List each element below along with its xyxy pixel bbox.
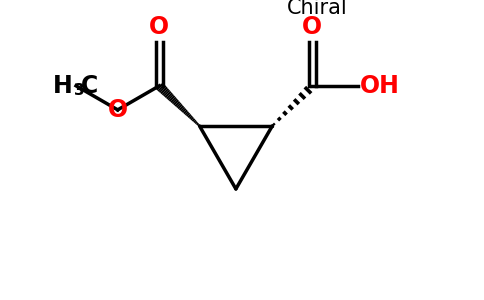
Text: O: O (149, 15, 169, 39)
Text: OH: OH (360, 74, 399, 98)
Text: C: C (81, 74, 99, 98)
Text: O: O (302, 15, 322, 39)
Text: H: H (53, 74, 73, 98)
Text: 3: 3 (75, 83, 85, 98)
Text: Chiral: Chiral (287, 0, 347, 18)
Text: O: O (107, 98, 128, 122)
